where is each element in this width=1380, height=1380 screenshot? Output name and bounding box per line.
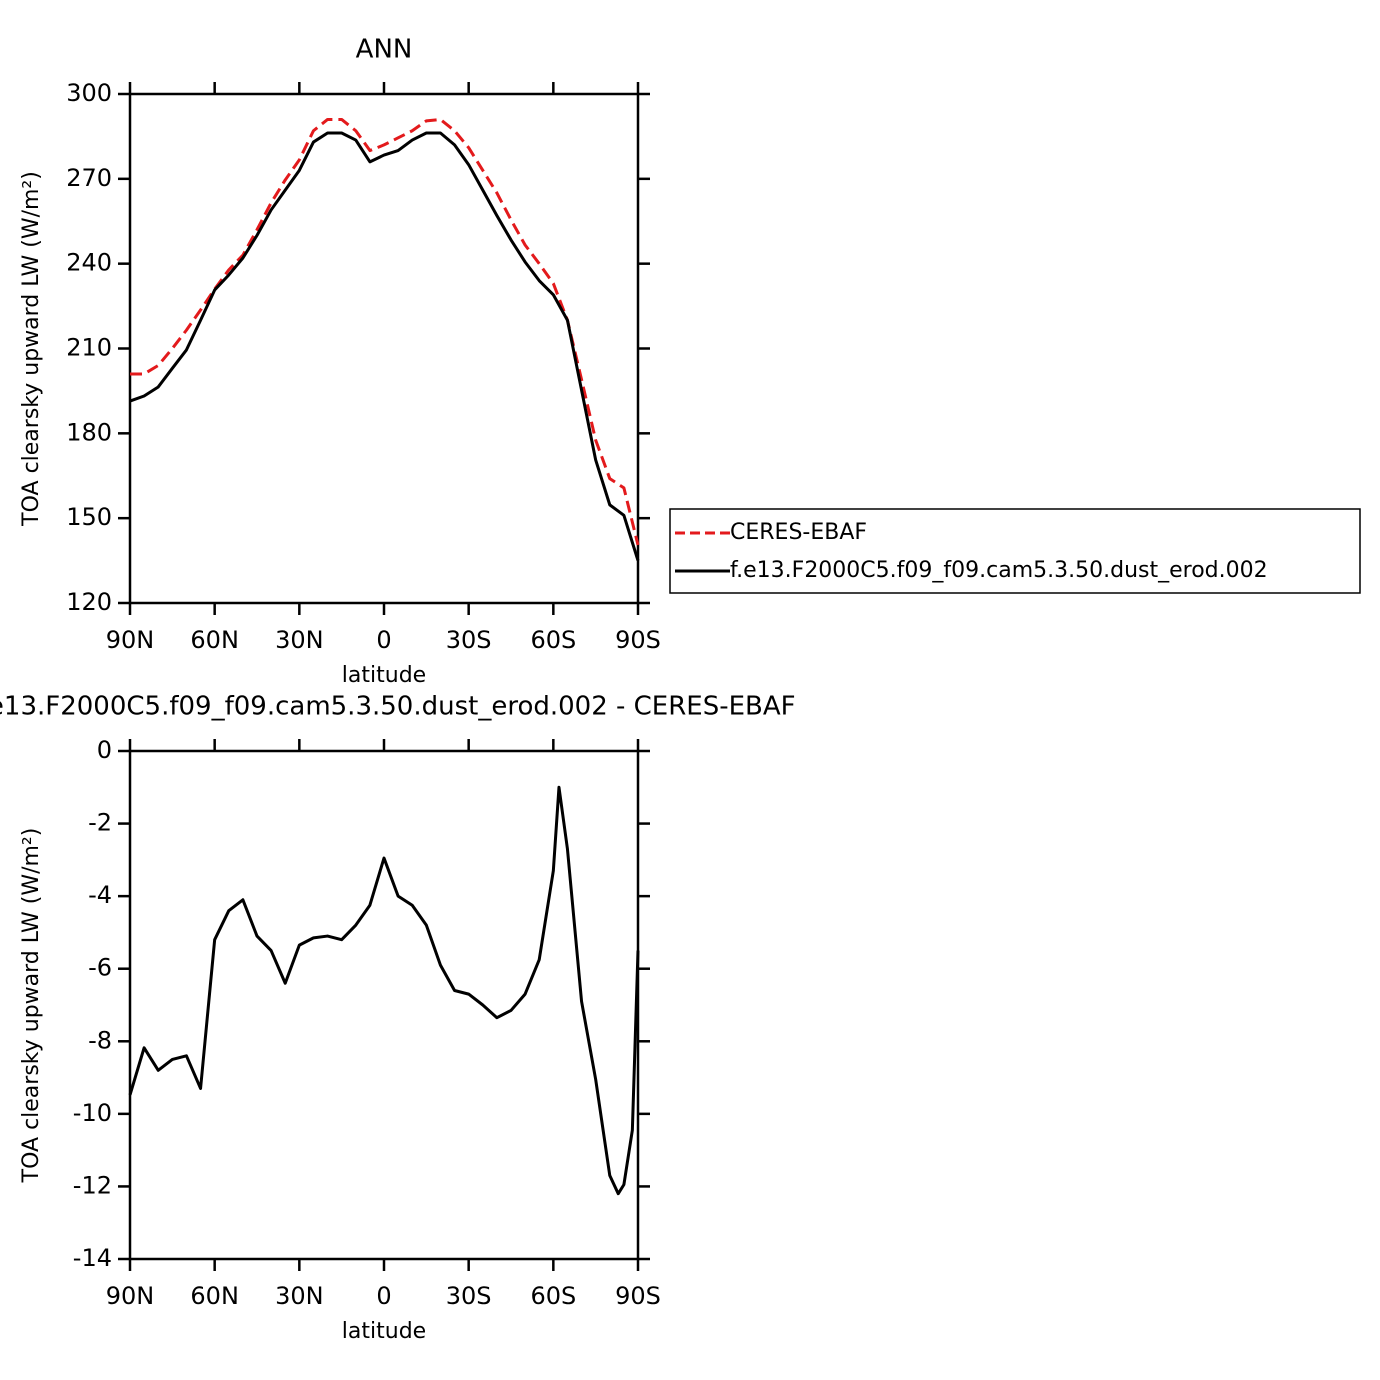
y-tick-label: -6 bbox=[88, 954, 112, 982]
data-line bbox=[129, 131, 640, 562]
legend-label: f.e13.F2000C5.f09_f09.cam5.3.50.dust_ero… bbox=[730, 558, 1268, 583]
data-line bbox=[130, 117, 640, 546]
x-tick-label: 30S bbox=[446, 626, 492, 654]
x-tick-label: 90S bbox=[615, 626, 661, 654]
x-axis-label: latitude bbox=[342, 1319, 426, 1344]
x-tick-label: 90S bbox=[615, 1282, 661, 1310]
y-tick-label: 210 bbox=[66, 334, 112, 362]
x-tick-label: 60S bbox=[530, 1282, 576, 1310]
x-axis-label: latitude bbox=[342, 663, 426, 688]
y-tick-label: -2 bbox=[88, 809, 112, 837]
y-axis-label: TOA clearsky upward LW (W/m²) bbox=[19, 171, 44, 527]
x-tick-label: 60S bbox=[530, 626, 576, 654]
x-tick-label: 60N bbox=[190, 626, 239, 654]
x-tick-label: 60N bbox=[190, 1282, 239, 1310]
x-tick-label: 90N bbox=[106, 626, 155, 654]
x-tick-label: 30S bbox=[446, 1282, 492, 1310]
data-line bbox=[128, 785, 640, 1196]
legend-box bbox=[669, 508, 1361, 594]
y-tick-label: -14 bbox=[73, 1244, 112, 1272]
y-tick-label: 150 bbox=[66, 503, 112, 531]
y-tick-label: -8 bbox=[88, 1026, 112, 1054]
x-tick-label: 0 bbox=[376, 626, 391, 654]
plot-frame bbox=[128, 92, 640, 605]
x-tick-label: 30N bbox=[275, 626, 324, 654]
plot-frame bbox=[128, 749, 640, 1261]
chart-title: f.e13.F2000C5.f09_f09.cam5.3.50.dust_ero… bbox=[0, 692, 796, 722]
y-tick-label: 270 bbox=[66, 164, 112, 192]
y-tick-label: -12 bbox=[73, 1171, 112, 1199]
y-axis-label: TOA clearsky upward LW (W/m²) bbox=[19, 828, 44, 1184]
y-tick-label: 300 bbox=[66, 79, 112, 107]
y-tick-label: 120 bbox=[66, 588, 112, 616]
chart-title: ANN bbox=[356, 35, 413, 65]
legend-label: CERES-EBAF bbox=[730, 520, 867, 545]
x-tick-label: 0 bbox=[376, 1282, 391, 1310]
x-tick-label: 90N bbox=[106, 1282, 155, 1310]
y-tick-label: 240 bbox=[66, 249, 112, 277]
y-tick-label: -4 bbox=[88, 881, 112, 909]
x-tick-label: 30N bbox=[275, 1282, 324, 1310]
y-tick-label: 180 bbox=[66, 418, 112, 446]
y-tick-label: 0 bbox=[97, 736, 112, 764]
y-tick-label: -10 bbox=[73, 1099, 112, 1127]
